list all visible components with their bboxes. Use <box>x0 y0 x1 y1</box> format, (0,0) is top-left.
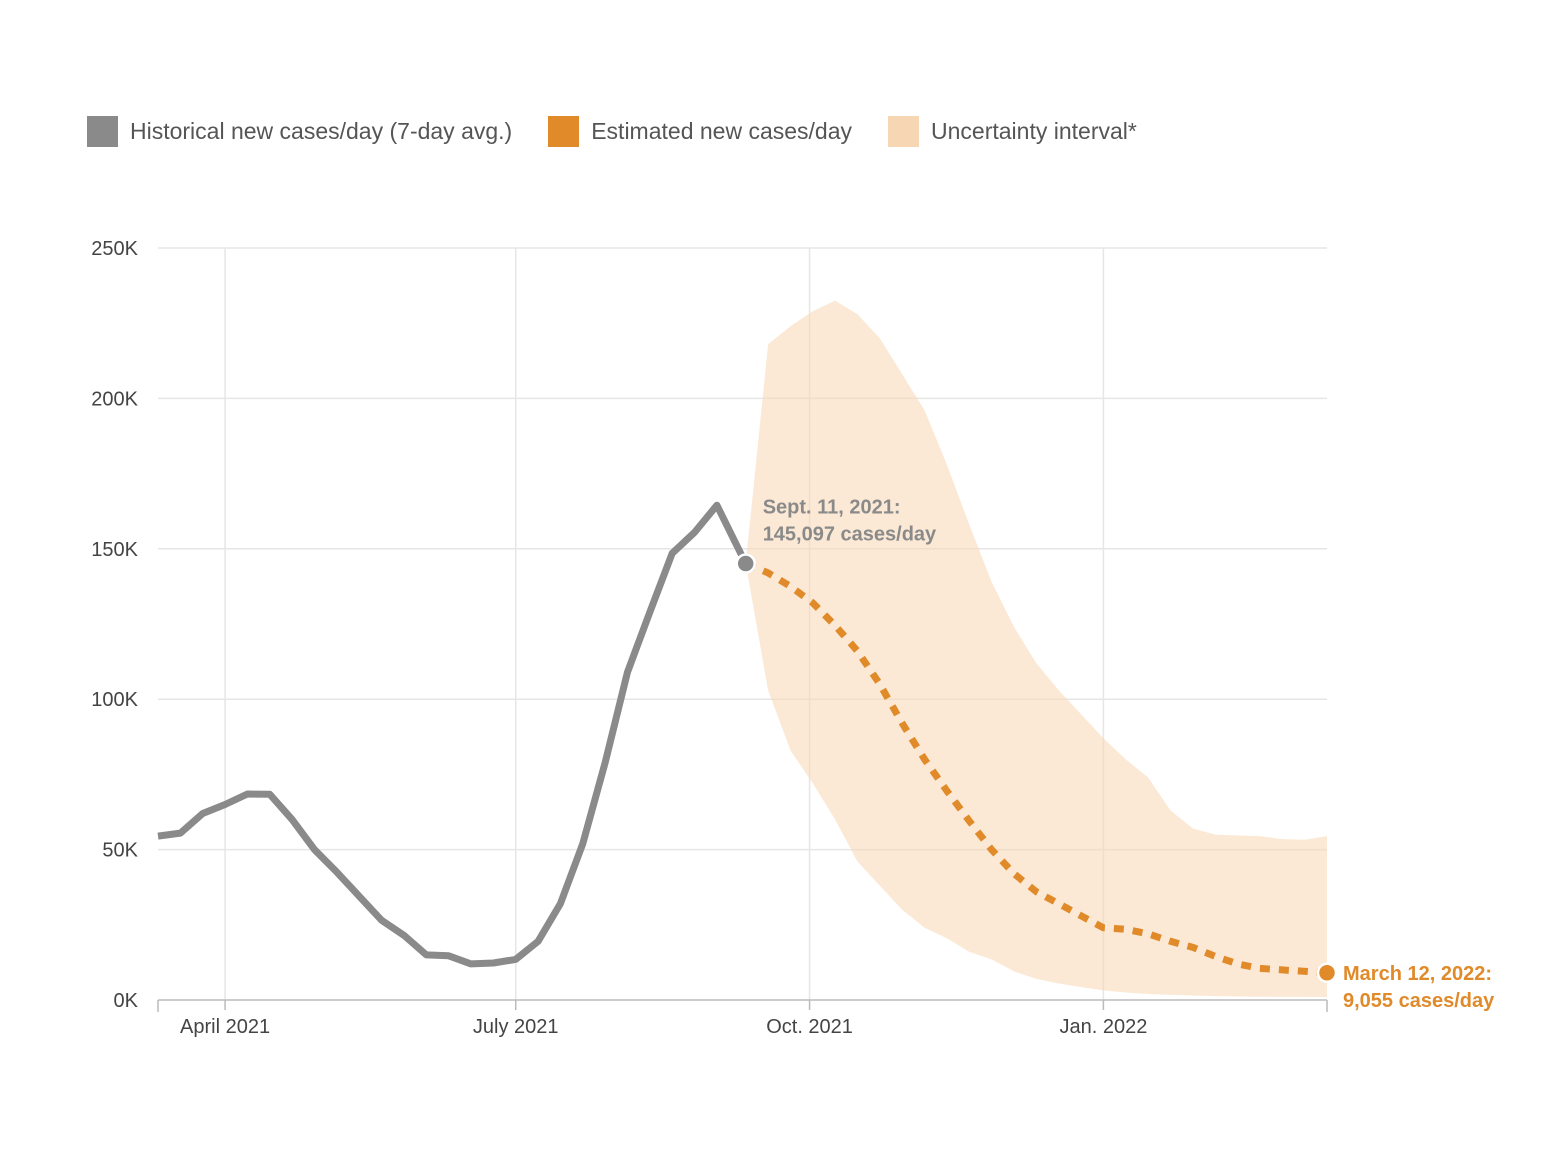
y-tick-label: 200K <box>91 388 138 410</box>
annotation-value: 145,097 cases/day <box>763 524 937 546</box>
historical-line <box>157 501 749 968</box>
annotation-value: 9,055 cases/day <box>1343 990 1495 1012</box>
annotations: Sept. 11, 2021: 145,097 cases/day March 12… <box>735 497 1495 1012</box>
legend-swatch-estimated <box>548 116 580 147</box>
legend-swatch-historical <box>87 116 118 147</box>
legend-label-uncertainty: Uncertainty interval* <box>931 118 1137 144</box>
annotation-date: Sept. 11, 2021: <box>763 497 901 519</box>
legend-label-historical: Historical new cases/day (7-day avg.) <box>130 118 513 144</box>
legend-item-uncertainty: Uncertainty interval* <box>888 116 1137 147</box>
x-tick-label: April 2021 <box>180 1016 270 1038</box>
x-tick-label: July 2021 <box>473 1016 559 1038</box>
legend: Historical new cases/day (7-day avg.) Es… <box>87 116 1173 147</box>
y-tick-label: 150K <box>91 539 138 561</box>
x-tick-label: Oct. 2021 <box>766 1016 853 1038</box>
grid <box>158 247 1327 1000</box>
legend-swatch-uncertainty <box>888 116 920 147</box>
legend-item-historical: Historical new cases/day (7-day avg.) <box>87 116 512 147</box>
annotation-date: March 12, 2022: <box>1343 963 1492 985</box>
uncertainty-band-layer <box>745 300 1327 998</box>
historical-end-marker <box>735 553 756 574</box>
estimated-line <box>744 560 1328 977</box>
y-tick-label: 100K <box>91 689 138 711</box>
legend-label-estimated: Estimated new cases/day <box>591 118 853 144</box>
series-layer <box>157 501 1328 977</box>
y-tick-label: 250K <box>91 238 138 260</box>
legend-item-estimated: Estimated new cases/day <box>548 116 852 147</box>
estimated-end-marker <box>1316 962 1338 984</box>
y-tick-label: 0K <box>114 990 139 1012</box>
axes: 0K 50K 100K 150K 200K 250K April 2021 July 2021… <box>91 238 1328 1038</box>
y-tick-label: 50K <box>102 840 138 862</box>
x-tick-label: Jan. 2022 <box>1059 1016 1147 1038</box>
uncertainty-band <box>745 300 1327 998</box>
